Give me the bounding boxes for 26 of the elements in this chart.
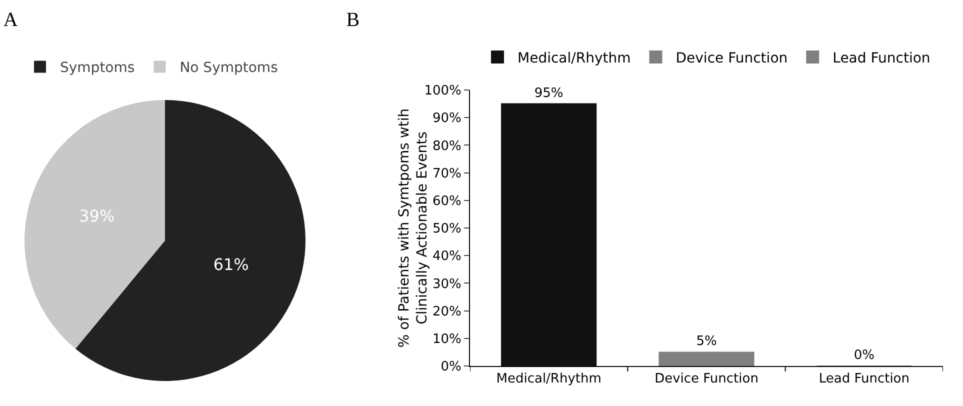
y-tick-label: 40% — [432, 249, 462, 264]
y-tick-label: 70% — [432, 166, 462, 182]
y-tick-label: 90% — [432, 111, 462, 126]
y-tick-label: 20% — [432, 304, 462, 320]
data-label: 95% — [534, 86, 564, 101]
y-axis-title: % of Patients with Symtpoms wtih Clinically Actionable Events — [396, 108, 430, 348]
legend-label: Symptoms — [60, 60, 135, 76]
data-label: 61% — [213, 254, 249, 274]
x-tick-label: Device Function — [654, 372, 758, 387]
y-tick-label: 60% — [432, 194, 462, 209]
x-tick-label: Lead Function — [818, 372, 910, 387]
y-tick-label: 10% — [432, 332, 462, 347]
y-tick-label: 30% — [432, 276, 462, 292]
y-tick-label: 100% — [424, 84, 462, 99]
x-tick-label: Medical/Rhythm — [496, 372, 602, 387]
data-label: 0% — [854, 348, 874, 363]
legend-label: No Symptoms — [180, 60, 278, 76]
y-tick-label: 50% — [432, 222, 462, 237]
legend-label: Device Function — [676, 50, 788, 66]
legend-label: Lead Function — [832, 50, 930, 66]
chart-title: B — [346, 9, 360, 32]
data-label: 5% — [696, 334, 717, 350]
y-tick-label: 80% — [432, 138, 462, 154]
chart-title: A — [3, 9, 18, 32]
legend-label: Medical/Rhythm — [518, 50, 631, 66]
y-tick-label: 0% — [440, 360, 462, 375]
